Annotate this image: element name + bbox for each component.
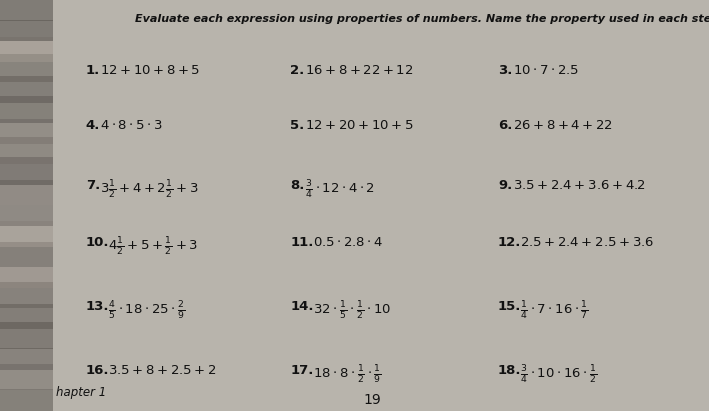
Text: 15.: 15.: [498, 300, 521, 313]
Bar: [0, 367, 53, 390]
Text: $3.5 + 2.4 + 3.6 + 4.2$: $3.5 + 2.4 + 3.6 + 4.2$: [513, 179, 645, 192]
Bar: [0, 136, 53, 164]
Bar: [0, 100, 53, 123]
Text: 8.: 8.: [290, 179, 305, 192]
Text: 19: 19: [364, 393, 381, 407]
Text: $3\frac{1}{2} + 4 + 2\frac{1}{2} + 3$: $3\frac{1}{2} + 4 + 2\frac{1}{2} + 3$: [101, 179, 199, 201]
Bar: [0, 0, 53, 21]
Text: 1.: 1.: [86, 64, 100, 77]
Bar: [0, 116, 53, 144]
Text: 17.: 17.: [290, 364, 313, 377]
Text: $\frac{1}{4} \cdot 7 \cdot 16 \cdot \frac{1}{7}$: $\frac{1}{4} \cdot 7 \cdot 16 \cdot \fra…: [520, 300, 589, 322]
Text: 4.: 4.: [86, 119, 100, 132]
Text: 14.: 14.: [290, 300, 314, 313]
Text: 2.: 2.: [290, 64, 305, 77]
Bar: [0, 180, 53, 206]
Text: 18.: 18.: [498, 364, 522, 377]
Text: $2.5 + 2.4 + 2.5 + 3.6$: $2.5 + 2.4 + 2.5 + 3.6$: [520, 236, 654, 249]
Text: $32 \cdot \frac{1}{5} \cdot \frac{1}{2} \cdot 10$: $32 \cdot \frac{1}{5} \cdot \frac{1}{2} …: [313, 300, 391, 322]
Bar: [0, 158, 53, 185]
Text: $\frac{4}{5} \cdot 18 \cdot 25 \cdot \frac{2}{9}$: $\frac{4}{5} \cdot 18 \cdot 25 \cdot \fr…: [108, 300, 186, 322]
Bar: [0, 305, 53, 329]
Text: $\frac{3}{4} \cdot 10 \cdot 16 \cdot \frac{1}{2}$: $\frac{3}{4} \cdot 10 \cdot 16 \cdot \fr…: [520, 364, 598, 386]
Text: 9.: 9.: [498, 179, 512, 192]
Text: 12.: 12.: [498, 236, 521, 249]
Bar: [0, 326, 53, 349]
Bar: [0, 389, 53, 411]
Text: Evaluate each expression using properties of numbers. Name the property used in : Evaluate each expression using propertie…: [135, 14, 709, 24]
Text: 3.: 3.: [498, 64, 513, 77]
Text: 7.: 7.: [86, 179, 100, 192]
Bar: [0, 19, 53, 41]
Bar: [0, 262, 53, 288]
Text: 10.: 10.: [86, 236, 109, 249]
Text: hapter 1: hapter 1: [56, 386, 106, 399]
Bar: [0, 281, 53, 308]
Bar: [0, 38, 53, 62]
Bar: [0, 201, 53, 226]
Text: $\frac{3}{4} \cdot 12 \cdot 4 \cdot 2$: $\frac{3}{4} \cdot 12 \cdot 4 \cdot 2$: [305, 179, 375, 201]
Text: $18 \cdot 8 \cdot \frac{1}{2} \cdot \frac{1}{9}$: $18 \cdot 8 \cdot \frac{1}{2} \cdot \fra…: [313, 364, 381, 386]
Bar: [0, 56, 53, 82]
Bar: [0, 349, 53, 370]
Text: $16 + 8 + 22 + 12$: $16 + 8 + 22 + 12$: [305, 64, 413, 77]
Text: 6.: 6.: [498, 119, 513, 132]
Text: $4 \cdot 8 \cdot 5 \cdot 3$: $4 \cdot 8 \cdot 5 \cdot 3$: [101, 119, 163, 132]
Text: 13.: 13.: [86, 300, 109, 313]
Text: 5.: 5.: [290, 119, 305, 132]
Text: $0.5 \cdot 2.8 \cdot 4$: $0.5 \cdot 2.8 \cdot 4$: [313, 236, 383, 249]
Text: $12 + 20 + 10 + 5$: $12 + 20 + 10 + 5$: [305, 119, 413, 132]
Text: $4\frac{1}{2} + 5 + \frac{1}{2} + 3$: $4\frac{1}{2} + 5 + \frac{1}{2} + 3$: [108, 236, 199, 259]
Bar: [0, 244, 53, 267]
Text: $26 + 8 + 4 + 22$: $26 + 8 + 4 + 22$: [513, 119, 613, 132]
Bar: [0, 220, 53, 247]
Text: $3.5 + 8 + 2.5 + 2$: $3.5 + 8 + 2.5 + 2$: [108, 364, 217, 377]
Text: $10 \cdot 7 \cdot 2.5$: $10 \cdot 7 \cdot 2.5$: [513, 64, 579, 77]
Text: 16.: 16.: [86, 364, 109, 377]
Bar: [0, 78, 53, 103]
Text: $12 + 10 + 8 + 5$: $12 + 10 + 8 + 5$: [101, 64, 201, 77]
Text: 11.: 11.: [290, 236, 313, 249]
